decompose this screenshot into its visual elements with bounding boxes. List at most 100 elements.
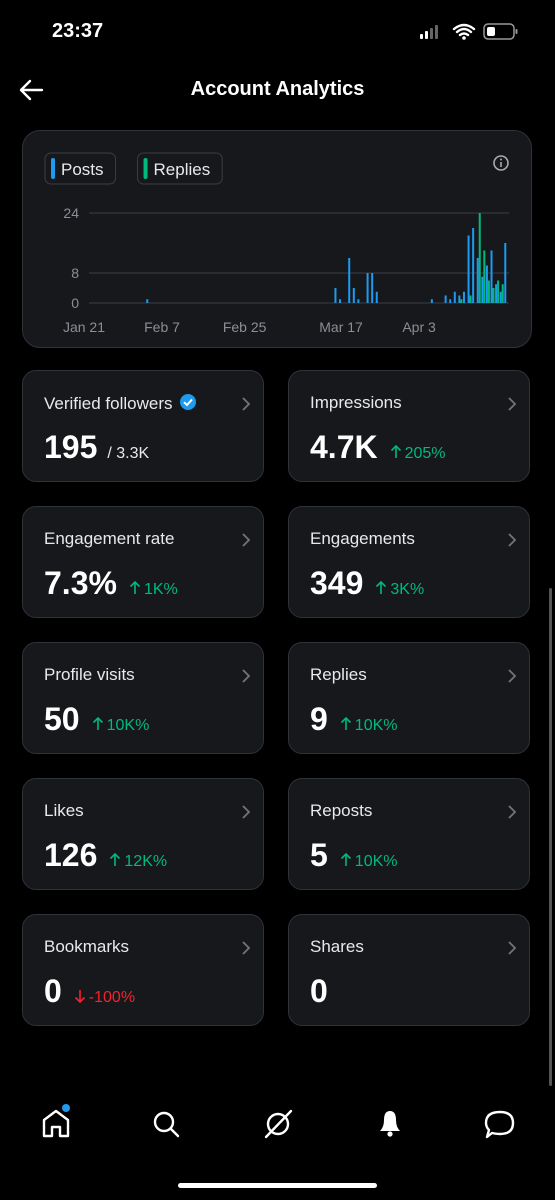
bar (501, 284, 504, 303)
chevron (508, 941, 517, 955)
card-value: 9 (310, 701, 328, 737)
chevron (242, 805, 251, 819)
bar (472, 228, 475, 303)
card-value: 0 (310, 973, 328, 1009)
card-change-value: 1K% (143, 581, 178, 598)
bar (444, 295, 447, 303)
card-secondary: / 3.3K (107, 445, 150, 462)
home-indicator (178, 1183, 377, 1188)
card-value-row: 126 12K% (44, 837, 167, 874)
y-tick-label: 0 (71, 295, 79, 311)
info-icon[interactable] (493, 155, 509, 171)
chevron (242, 533, 251, 547)
chevron (242, 397, 251, 411)
legend-item[interactable]: Posts (44, 152, 117, 185)
bar (499, 291, 502, 303)
card-change-value: 10K% (106, 717, 150, 734)
bar (490, 250, 493, 303)
metric-card[interactable]: Bookmarks 0 -100% (22, 914, 264, 1026)
card-change: 10K% (340, 716, 398, 735)
bar (469, 295, 472, 303)
back-button[interactable] (18, 78, 46, 102)
metric-card[interactable]: Engagements 349 3K% (288, 506, 530, 618)
nav-messages[interactable] (484, 1110, 515, 1139)
chevron (508, 669, 517, 683)
metric-card[interactable]: Engagement rate 7.3% 1K% (22, 506, 264, 618)
card-change: -100% (74, 989, 135, 1007)
trend-arrow (340, 716, 351, 730)
metric-card[interactable]: Replies 9 10K% (288, 642, 530, 754)
card-value-row: 7.3% 1K% (44, 565, 178, 602)
card-value: 0 (44, 973, 62, 1009)
card-change-value: 3K% (390, 581, 425, 598)
bar (449, 299, 452, 303)
nav-home[interactable] (42, 1104, 70, 1138)
card-value: 126 (44, 837, 98, 873)
chart: Posts Replies 0 8 24 Jan 21 Feb 7 Feb 25 Mar 17 A… (44, 152, 509, 335)
status-icons (420, 23, 518, 40)
bar (430, 299, 433, 303)
nav-grok[interactable] (264, 1109, 293, 1139)
card-value: 349 (310, 565, 364, 601)
chevron (242, 941, 251, 955)
card-change: 3K% (375, 580, 425, 599)
bar (492, 288, 495, 303)
card-value-row: 349 3K% (310, 565, 424, 602)
card-title: Engagements (310, 529, 415, 548)
bar (481, 276, 484, 303)
metric-card[interactable]: Verified followers 195 / 3.3K (22, 370, 264, 482)
bottom-nav (42, 1104, 515, 1188)
x-tick-label: Mar 17 (319, 319, 363, 335)
legend-item[interactable]: Replies (137, 152, 223, 185)
metric-card[interactable]: Likes 126 12K% (22, 778, 264, 890)
metric-card[interactable]: Reposts 5 10K% (288, 778, 530, 890)
bar (348, 258, 351, 303)
card-title: Shares (310, 937, 364, 956)
card-value: 50 (44, 701, 80, 737)
card-change-value: 205% (404, 445, 446, 462)
bar (453, 291, 456, 303)
bar (483, 250, 486, 303)
card-change: 10K% (340, 852, 398, 871)
card-change: 12K% (109, 852, 168, 871)
bar (366, 273, 369, 303)
bar (460, 299, 463, 303)
card-change: 1K% (129, 580, 178, 599)
bar (467, 235, 470, 303)
legend-label: Posts (61, 160, 104, 179)
scrollbar (549, 588, 552, 1086)
y-tick-label: 8 (71, 265, 79, 281)
bar (504, 243, 507, 303)
card-title: Reposts (310, 801, 373, 820)
card-change: 205% (390, 444, 446, 463)
bar (478, 213, 481, 303)
verified-badge (179, 394, 196, 410)
card-value: 7.3% (44, 565, 117, 601)
card-title: Likes (44, 801, 84, 820)
legend-box (44, 152, 117, 185)
metric-card[interactable]: Impressions 4.7K 205% (288, 370, 530, 482)
bar (485, 265, 488, 303)
bar (495, 284, 498, 303)
bar (462, 291, 465, 303)
card-title: Bookmarks (44, 937, 130, 956)
x-tick-label: Apr 3 (402, 319, 436, 335)
nav-search[interactable] (153, 1111, 180, 1138)
legend-label: Replies (154, 160, 211, 179)
chevron (242, 669, 251, 683)
page-title: Account Analytics (190, 78, 365, 100)
bar (497, 280, 500, 303)
trend-arrow (129, 580, 141, 594)
bar (352, 288, 355, 303)
bar (487, 280, 490, 303)
bar (334, 288, 337, 303)
metric-card[interactable]: Profile visits 50 10K% (22, 642, 264, 754)
x-tick-label: Feb 7 (144, 319, 180, 335)
bar (357, 299, 360, 303)
card-value: 5 (310, 837, 328, 873)
nav-notifications[interactable] (380, 1111, 400, 1137)
bar (339, 299, 342, 303)
metric-card[interactable]: Shares 0 (288, 914, 530, 1026)
card-change-value: 12K% (124, 853, 168, 870)
